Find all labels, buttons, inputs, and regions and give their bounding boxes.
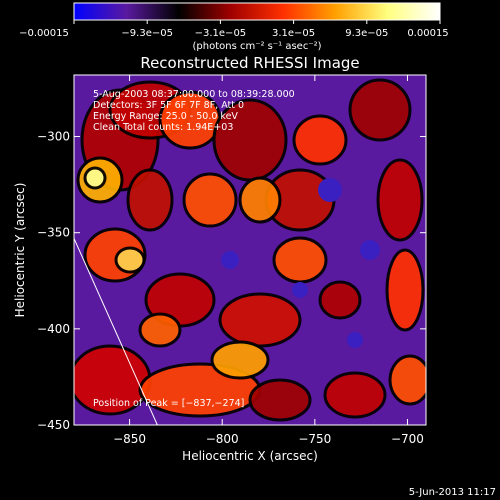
annotation-energy-range: Energy Range: 25.0 - 50.0 keV xyxy=(93,111,238,122)
y-tick-label: −450 xyxy=(37,418,70,432)
colorbar-tick-label: −0.00015 xyxy=(19,28,69,39)
heatmap-dip xyxy=(347,332,363,348)
heatmap-blob xyxy=(210,340,270,380)
heatmap-blob xyxy=(126,168,174,232)
footer-timestamp: 5-Jun-2013 11:17 xyxy=(409,487,496,498)
annotation-block: 5-Aug-2003 08:37:00.000 to 08:39:28.000 … xyxy=(93,89,295,133)
heatmap-blob xyxy=(248,378,312,422)
x-tick-label: −850 xyxy=(113,432,146,446)
heatmap-blob xyxy=(114,246,146,274)
heatmap-dip xyxy=(360,240,380,260)
solar-limb-line xyxy=(74,238,158,425)
colorbar: −0.00015 −9.3e−05 −3.1e−05 3.1e−05 9.3e−05 0.… xyxy=(19,2,449,52)
heatmap-blob xyxy=(323,371,387,419)
colorbar-tick-label: 9.3e−05 xyxy=(345,28,388,39)
heatmap-blob xyxy=(272,236,328,284)
peak-position-label: Position of Peak = [−837,−274] xyxy=(93,398,244,409)
heatmap-dip xyxy=(221,251,239,269)
heatmap-blob xyxy=(376,158,424,242)
x-tick-label: −700 xyxy=(391,432,424,446)
heatmap-blob xyxy=(388,354,426,406)
heatmap-blob xyxy=(182,172,238,228)
heatmap-blob xyxy=(385,248,425,332)
colorbar-tick-label: 3.1e−05 xyxy=(272,28,315,39)
colorbar-tick-label: −9.3e−05 xyxy=(121,28,173,39)
x-tick-label: −750 xyxy=(298,432,331,446)
heatmap-blob xyxy=(238,176,282,224)
heatmap-blobs xyxy=(74,78,426,422)
plot-frame xyxy=(73,74,427,426)
heatmap-dip xyxy=(318,178,342,202)
annotation-detectors: Detectors: 3F 5F 6F 7F 8F, Att 0 xyxy=(93,100,244,111)
heatmap-blob xyxy=(318,280,362,320)
heatmap-blob xyxy=(348,78,412,142)
annotation-time-range: 5-Aug-2003 08:37:00.000 to 08:39:28.000 xyxy=(93,89,295,100)
y-tick-label: −350 xyxy=(37,226,70,240)
chart-title: Reconstructed RHESSI Image xyxy=(140,54,359,72)
x-axis-label: Heliocentric X (arcsec) xyxy=(182,449,318,463)
heatmap-dip xyxy=(292,282,308,298)
x-tick-label: −800 xyxy=(206,432,239,446)
y-tick-label: −400 xyxy=(37,322,70,336)
colorbar-ticks: −0.00015 −9.3e−05 −3.1e−05 3.1e−05 9.3e−05 0.… xyxy=(19,20,449,39)
heatmap-blob xyxy=(138,312,182,348)
heatmap-area xyxy=(74,75,426,425)
y-axis-label: Heliocentric Y (arcsec) xyxy=(13,183,27,318)
heatmap-blob xyxy=(218,292,302,348)
colorbar-tick-label: 0.00015 xyxy=(407,28,448,39)
x-axis-ticks: −850 −800 −750 −700 xyxy=(113,75,424,446)
y-tick-label: −300 xyxy=(37,130,70,144)
heatmap-blob xyxy=(292,114,348,166)
colorbar-tick-label: −3.1e−05 xyxy=(195,28,247,39)
annotation-clean-counts: Clean Total counts: 1.94E+03 xyxy=(93,122,233,133)
y-axis-ticks: −300 −350 −400 −450 xyxy=(37,130,426,432)
heatmap-blob xyxy=(83,166,107,190)
colorbar-gradient xyxy=(73,2,441,21)
colorbar-units: (photons cm⁻² s⁻¹ asec⁻²) xyxy=(192,41,321,52)
